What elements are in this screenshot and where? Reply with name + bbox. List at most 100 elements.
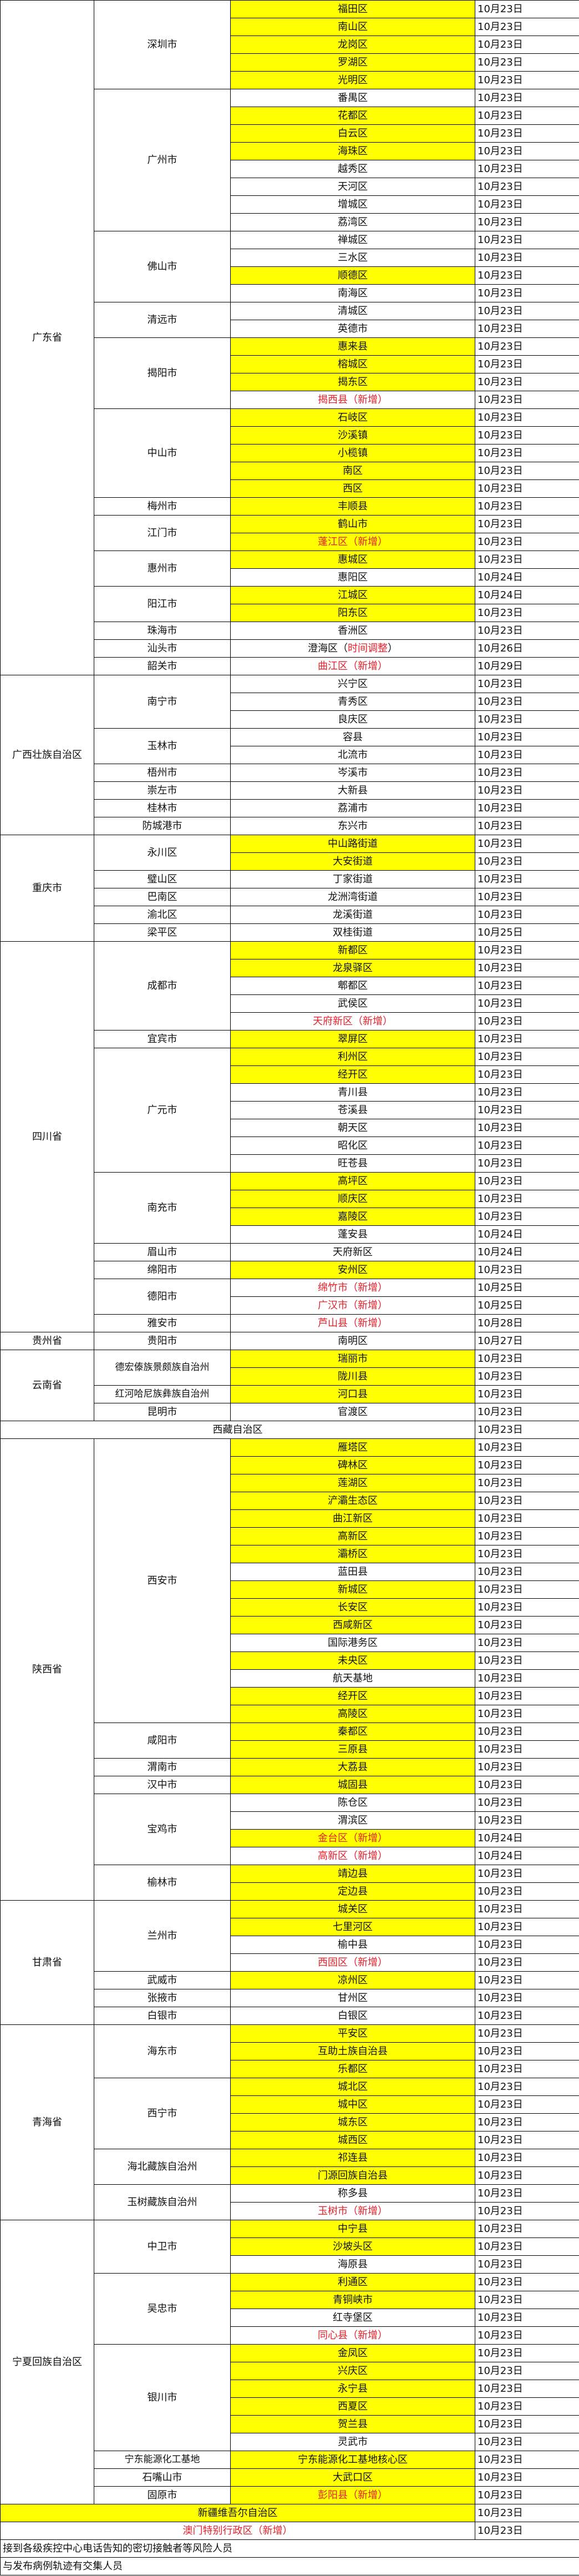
date-cell: 10月23日 <box>475 1669 579 1688</box>
district-cell: 绵竹市（新增） <box>230 1279 475 1297</box>
city-cell: 深圳市 <box>94 0 231 89</box>
table-row: 汕头市 澄海区（时间调整） 10月26日 <box>1 639 579 658</box>
table-row: 花都区 10月23日 <box>1 107 579 125</box>
city-cell: 绵阳市 <box>94 1261 231 1279</box>
district-cell: 利州区 <box>230 1048 475 1066</box>
city-cell: 兰州市 <box>94 1900 231 1972</box>
table-row: 玉树市（新增） 10月23日 <box>1 2202 579 2220</box>
table-row: 南充市 高坪区 10月23日 <box>1 1172 579 1244</box>
table-row: 揭西县（新增） 10月23日 <box>1 391 579 409</box>
district-cell: 禅城区 <box>230 231 475 249</box>
date-cell: 10月23日 <box>475 941 579 959</box>
date-cell: 10月23日 <box>475 0 579 18</box>
district-cell: 瑞丽市 <box>230 1350 475 1368</box>
date-cell: 10月23日 <box>475 1811 579 1830</box>
table-row: 贺兰县 10月23日 <box>1 2415 579 2433</box>
district-cell: 青秀区 <box>230 693 475 711</box>
table-row: 璧山区 丁家街道 10月23日 <box>1 870 579 888</box>
city-cell: 宜宾市 <box>94 1030 231 1048</box>
date-cell: 10月23日 <box>475 2451 579 2469</box>
date-cell: 10月23日 <box>475 444 579 462</box>
date-cell: 10月23日 <box>475 2273 579 2291</box>
district-cell: 榆中县 <box>230 1936 475 1954</box>
city-cell: 广元市 <box>94 1048 231 1173</box>
date-cell: 10月23日 <box>475 1705 579 1723</box>
city-cell: 渭南市 <box>94 1758 231 1776</box>
city-cell: 武威市 <box>94 1971 231 1989</box>
district-cell: 龙岗区 <box>230 36 475 54</box>
district-cell: 南区 <box>230 462 475 480</box>
district-cell: 西咸新区 <box>230 1616 475 1634</box>
district-cell: 西固区（新增） <box>230 1953 475 1972</box>
region-cell: 西藏自治区 <box>0 1421 475 1439</box>
table-row: 宜宾市 翠屏区 10月23日 <box>1 1030 579 1048</box>
date-cell: 10月23日 <box>475 497 579 516</box>
date-cell: 10月23日 <box>475 604 579 622</box>
province-cell: 甘肃省 <box>0 1900 94 2025</box>
date-cell: 10月23日 <box>475 36 579 54</box>
date-cell: 10月23日 <box>475 994 579 1013</box>
date-cell: 10月25日 <box>475 1296 579 1315</box>
district-cell: 同心县（新增） <box>230 2326 475 2345</box>
district-cell: 秦都区 <box>230 1723 475 1741</box>
district-cell: 靖边县 <box>230 1865 475 1883</box>
city-cell: 南宁市 <box>94 675 231 729</box>
district-cell: 曲江区（新增） <box>230 657 475 675</box>
table-row: 榆林市 靖边县 10月23日 <box>1 1865 579 1901</box>
table-row: 清远市 清城区 10月23日 <box>1 302 579 338</box>
city-cell: 梅州市 <box>94 497 231 516</box>
date-cell: 10月23日 <box>475 2362 579 2380</box>
district-cell: 官渡区 <box>230 1403 475 1421</box>
district-cell: 南山区 <box>230 18 475 36</box>
table-row: 国际港务区 10月23日 <box>1 1634 579 1652</box>
table-row: 武威市 凉州区 10月23日 <box>1 1971 579 1989</box>
district-cell: 昭化区 <box>230 1137 475 1155</box>
district-cell: 越秀区 <box>230 160 475 178</box>
district-cell: 祁连县 <box>230 2149 475 2167</box>
table-row: 巴南区 龙洲湾街道 10月23日 <box>1 888 579 906</box>
district-cell: 浐灞生态区 <box>230 1492 475 1510</box>
city-cell: 贵阳市 <box>94 1332 231 1350</box>
date-cell: 10月23日 <box>475 1989 579 2007</box>
date-cell: 10月23日 <box>475 1261 579 1279</box>
date-cell: 10月23日 <box>475 1882 579 1901</box>
date-cell: 10月23日 <box>475 959 579 977</box>
district-cell: 鹤山市 <box>230 515 475 533</box>
table-row: 城中区 10月23日 <box>1 2095 579 2114</box>
table-row: 郫都区 10月23日 <box>1 977 579 995</box>
city-cell: 雅安市 <box>94 1314 231 1332</box>
district-cell: 高新区（新增） <box>230 1847 475 1865</box>
date-cell: 10月23日 <box>475 355 579 373</box>
table-row: 航天基地 10月23日 <box>1 1669 579 1688</box>
table-row: 未央区 10月23日 <box>1 1651 579 1670</box>
city-cell: 石嘴山市 <box>94 2468 231 2487</box>
table-row: 天府新区（新增） 10月23日 <box>1 1012 579 1031</box>
table-row: 小榄镇 10月23日 <box>1 444 579 462</box>
district-cell: 高新区 <box>230 1527 475 1545</box>
district-cell: 兴宁区 <box>230 675 475 693</box>
district-cell: 城北区 <box>230 2078 475 2096</box>
city-cell: 巴南区 <box>94 888 231 906</box>
city-cell: 中山市 <box>94 408 231 498</box>
date-cell: 10月23日 <box>475 870 579 888</box>
district-cell: 嘉陵区 <box>230 1208 475 1226</box>
table-row: 广东省 深圳市 福田区 10月23日 <box>0 0 579 675</box>
table-row: 高新区（新增） 10月24日 <box>1 1847 579 1865</box>
table-row: 乐都区 10月23日 <box>1 2060 579 2078</box>
date-cell: 10月23日 <box>475 1953 579 1972</box>
table-row: 甘肃省 兰州市 城关区 10月23日 <box>0 1900 579 2025</box>
date-cell: 10月24日 <box>475 568 579 587</box>
table-row: 门源回族自治县 10月23日 <box>1 2166 579 2185</box>
table-row: 苍溪县 10月23日 <box>1 1101 579 1119</box>
district-cell: 城东区 <box>230 2113 475 2131</box>
table-row: 天河区 10月23日 <box>1 178 579 196</box>
district-cell: 航天基地 <box>230 1669 475 1688</box>
date-cell: 10月23日 <box>475 1083 579 1102</box>
table-row: 梁平区 双桂街道 10月25日 <box>1 923 579 942</box>
date-cell: 10月23日 <box>475 2166 579 2185</box>
province-cell: 宁夏回族自治区 <box>0 2220 94 2504</box>
district-cell: 西区 <box>230 479 475 498</box>
district-cell: 大安街道 <box>230 852 475 871</box>
city-cell: 广州市 <box>94 89 231 231</box>
district-cell: 三水区 <box>230 249 475 267</box>
